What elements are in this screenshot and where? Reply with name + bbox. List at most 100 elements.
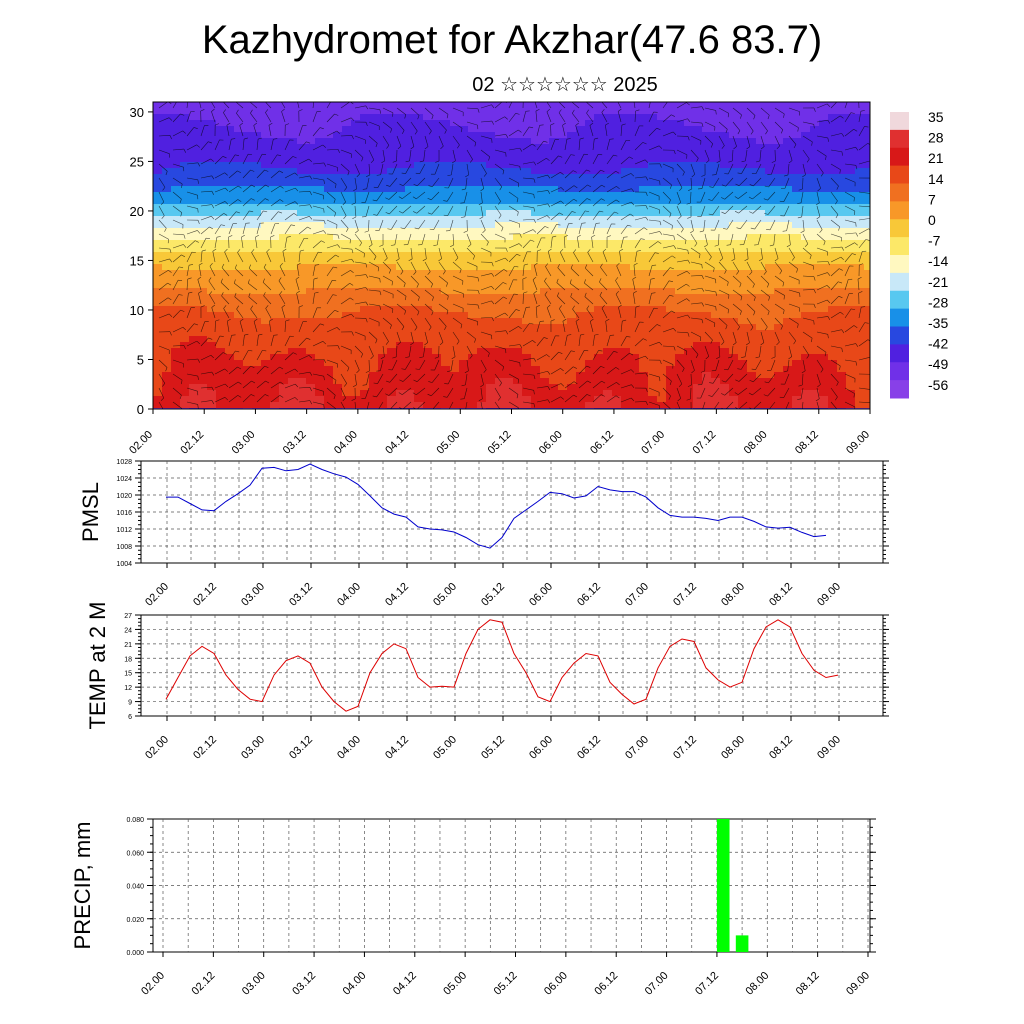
heatmap-cell (828, 276, 838, 283)
wind-barb-flag (365, 274, 369, 279)
heatmap-cell (423, 132, 433, 139)
heatmap-cell (198, 156, 208, 163)
wind-barb (354, 401, 356, 409)
heatmap-cell (279, 384, 289, 391)
heatmap-cell (234, 396, 244, 403)
heatmap-cell (261, 276, 271, 283)
heatmap-cell (702, 192, 712, 199)
wind-barb-flag (410, 146, 415, 150)
heatmap-cell (567, 270, 577, 277)
wind-barb (340, 247, 352, 250)
heatmap-cell (360, 312, 370, 319)
heatmap-cell (702, 144, 712, 151)
heatmap-cell (513, 276, 523, 283)
heatmap-cell (162, 138, 172, 145)
heatmap-cell (630, 354, 640, 361)
heatmap-cell (486, 144, 496, 151)
wind-barb-flag (251, 380, 256, 384)
heatmap-cell (459, 120, 469, 127)
wind-barb-flag (365, 370, 370, 373)
heatmap-cell (387, 354, 397, 361)
heatmap-cell (621, 186, 631, 193)
heatmap-cell (459, 108, 469, 115)
heatmap-cell (540, 264, 550, 271)
heatmap-cell (279, 282, 289, 289)
wind-barb (296, 293, 300, 305)
wind-barb-flag (180, 380, 183, 385)
heatmap-cell (387, 378, 397, 385)
heatmap-cell (387, 276, 397, 283)
heatmap-cell (621, 180, 631, 187)
heatmap-cell (522, 210, 532, 217)
heatmap-cell (342, 114, 352, 121)
heatmap-cell (162, 294, 172, 301)
heatmap-cell (396, 186, 406, 193)
wind-barb-flag (323, 230, 327, 234)
heatmap-cell (243, 168, 253, 175)
heatmap-cell (342, 126, 352, 133)
heatmap-cell (504, 246, 514, 253)
heatmap-cell (720, 156, 730, 163)
heatmap-cell (468, 162, 478, 169)
heatmap-cell (630, 132, 640, 139)
wind-barb (340, 373, 347, 384)
heatmap-cell (747, 240, 757, 247)
heatmap-cell (252, 138, 262, 145)
heatmap-cell (315, 210, 325, 217)
heatmap-cell (711, 384, 721, 391)
heatmap-cell (333, 240, 343, 247)
wind-barb (284, 172, 295, 179)
heatmap-cell (648, 186, 658, 193)
heatmap-cell (153, 114, 163, 121)
heatmap-cell (171, 384, 181, 391)
heatmap-cell (774, 192, 784, 199)
heatmap-cell (774, 270, 784, 277)
heatmap-cell (261, 198, 271, 205)
heatmap-cell (756, 402, 766, 409)
heatmap-cell (315, 168, 325, 175)
heatmap-cell (171, 228, 181, 235)
wind-barb (158, 163, 168, 172)
heatmap-cell (261, 288, 271, 295)
wind-barb (256, 380, 266, 389)
wind-barb (172, 244, 184, 249)
heatmap-cell (675, 312, 685, 319)
heatmap-cell (243, 270, 253, 277)
heatmap-cell (495, 162, 505, 169)
heatmap-cell (720, 360, 730, 367)
heatmap-cell (270, 228, 280, 235)
wind-barb-flag (404, 310, 406, 315)
heatmap-cell (378, 312, 388, 319)
heatmap-cell (792, 288, 802, 295)
heatmap-cell (666, 396, 676, 403)
heatmap-cell (351, 192, 361, 199)
heatmap-cell (252, 228, 262, 235)
wind-barb (298, 355, 310, 361)
heatmap-cell (729, 390, 739, 397)
heatmap-cell (171, 330, 181, 337)
heatmap-cell (225, 240, 235, 247)
heatmap-cell (171, 198, 181, 205)
heatmap-cell (225, 258, 235, 265)
heatmap-cell (765, 318, 775, 325)
heatmap-cell (747, 228, 757, 235)
heatmap-cell (594, 276, 604, 283)
heatmap-cell (297, 204, 307, 211)
heatmap-cell (459, 330, 469, 337)
heatmap-cell (315, 126, 325, 133)
heatmap-cell (171, 258, 181, 265)
wind-barb (270, 170, 280, 179)
heatmap-cell (819, 180, 829, 187)
heatmap-cell (792, 156, 802, 163)
heatmap-cell (603, 132, 613, 139)
heatmap-cell (522, 306, 532, 313)
heatmap-cell (531, 318, 541, 325)
heatmap-cell (360, 354, 370, 361)
heatmap-cell (621, 318, 631, 325)
wind-barb-flag (349, 297, 354, 301)
heatmap-cell (783, 396, 793, 403)
heatmap-cell (765, 108, 775, 115)
heatmap-cell (432, 174, 442, 181)
heatmap-cell (423, 258, 433, 265)
heatmap-cell (297, 360, 307, 367)
